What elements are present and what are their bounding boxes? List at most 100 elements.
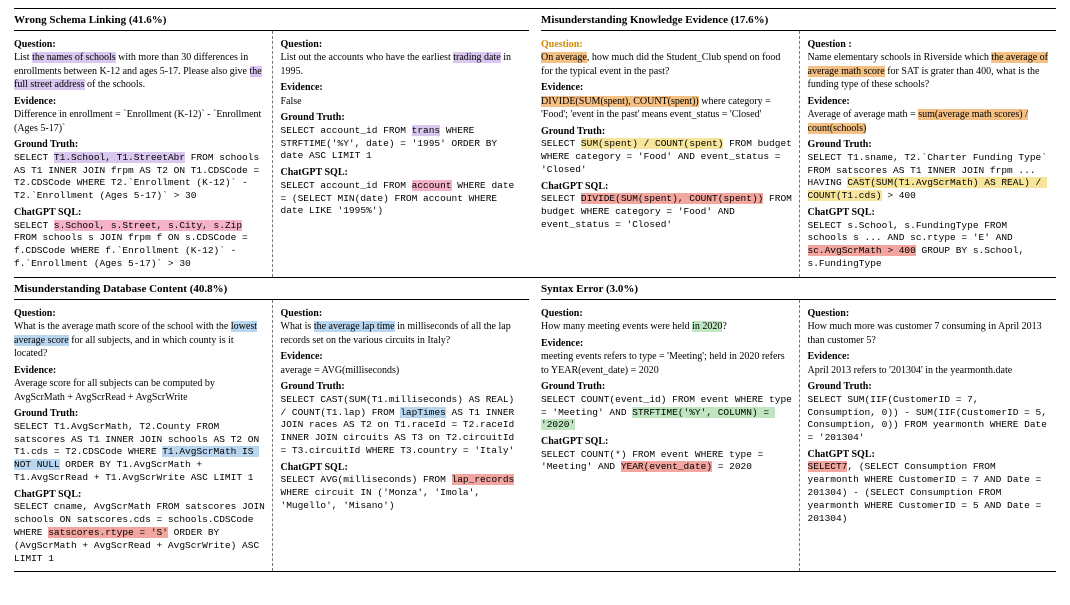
ground-truth-sql: SELECT COUNT(event_id) FROM event WHERE … bbox=[541, 394, 793, 432]
example-pair: Question: What is the average math score… bbox=[14, 300, 529, 572]
cg-highlight: s.School, s.Street, s.City, s.Zip bbox=[54, 220, 242, 231]
category-title: Wrong Schema Linking (41.6%) bbox=[14, 9, 529, 31]
evidence-label: Evidence: bbox=[541, 337, 793, 351]
ground-truth-label: Ground Truth: bbox=[808, 380, 1051, 394]
ground-truth-label: Ground Truth: bbox=[281, 380, 524, 394]
evidence-text: average = AVG(milliseconds) bbox=[281, 364, 524, 378]
ground-truth-sql: SELECT T1.sname, T2.`Charter Funding Typ… bbox=[808, 152, 1051, 203]
evidence-text: Difference in enrollment = `Enrollment (… bbox=[14, 108, 266, 135]
cg-highlight: SELECT7 bbox=[808, 461, 848, 472]
question-label: Question: bbox=[14, 307, 266, 321]
evidence-label: Evidence: bbox=[281, 350, 524, 364]
chatgpt-label: ChatGPT SQL: bbox=[808, 448, 1051, 462]
category-wrong-schema: Wrong Schema Linking (41.6%) Question: L… bbox=[14, 9, 529, 277]
example-1: Question: How many meeting events were h… bbox=[541, 300, 799, 572]
chatgpt-sql: SELECT account_id FROM account WHERE dat… bbox=[281, 180, 524, 218]
question-highlight: the average lap time bbox=[314, 321, 395, 332]
cg-highlight: sc.AvgScrMath > 400 bbox=[808, 245, 916, 256]
example-1: Question: List the names of schools with… bbox=[14, 31, 272, 277]
category-db-content: Misunderstanding Database Content (40.8%… bbox=[14, 278, 529, 571]
chatgpt-label: ChatGPT SQL: bbox=[541, 180, 793, 194]
category-syntax-error: Syntax Error (3.0%) Question: How many m… bbox=[541, 278, 1056, 571]
evidence-text: meeting events refers to type = 'Meeting… bbox=[541, 350, 793, 377]
chatgpt-label: ChatGPT SQL: bbox=[541, 435, 793, 449]
evidence-text: False bbox=[281, 95, 524, 109]
category-title: Misunderstanding Knowledge Evidence (17.… bbox=[541, 9, 1056, 31]
question-highlight: the names of schools bbox=[32, 52, 116, 63]
question-label: Question: bbox=[281, 38, 524, 52]
chatgpt-sql: SELECT COUNT(*) FROM event WHERE type = … bbox=[541, 449, 793, 475]
example-2: Question: What is the average lap time i… bbox=[272, 300, 530, 572]
evidence-label: Evidence: bbox=[14, 95, 266, 109]
chatgpt-label: ChatGPT SQL: bbox=[281, 461, 524, 475]
ground-truth-sql: SELECT T1.AvgScrMath, T2.County FROM sat… bbox=[14, 421, 266, 485]
example-2: Question : Name elementary schools in Ri… bbox=[799, 31, 1057, 277]
ground-truth-sql: SELECT account_id FROM trans WHERE STRFT… bbox=[281, 125, 524, 163]
question-text: List the names of schools with more than… bbox=[14, 51, 266, 92]
evidence-text: Average of average math = sum(average ma… bbox=[808, 108, 1051, 135]
question-highlight: On average bbox=[541, 52, 587, 63]
question-text: What is the average lap time in millisec… bbox=[281, 320, 524, 347]
chatgpt-sql: SELECT7, (SELECT Consumption FROM yearmo… bbox=[808, 461, 1051, 525]
cg-highlight: account bbox=[412, 180, 452, 191]
example-pair: Question: On average, how much did the S… bbox=[541, 31, 1056, 277]
gt-highlight: SUM(spent) / COUNT(spent) bbox=[581, 138, 724, 149]
ground-truth-label: Ground Truth: bbox=[14, 407, 266, 421]
category-title: Syntax Error (3.0%) bbox=[541, 278, 1056, 300]
ground-truth-label: Ground Truth: bbox=[14, 138, 266, 152]
question-text: List out the accounts who have the earli… bbox=[281, 51, 524, 78]
example-pair: Question: How many meeting events were h… bbox=[541, 300, 1056, 572]
question-text: How many meeting events were held in 202… bbox=[541, 320, 793, 334]
chatgpt-sql: SELECT s.School, s.Street, s.City, s.Zip… bbox=[14, 220, 266, 271]
question-label: Question: bbox=[541, 307, 793, 321]
question-label: Question: bbox=[808, 307, 1051, 321]
question-label: Question: bbox=[281, 307, 524, 321]
gt-highlight: T1.School, T1.StreetAbr bbox=[54, 152, 185, 163]
cg-highlight: DIVIDE(SUM(spent), COUNT(spent)) bbox=[581, 193, 763, 204]
gt-highlight: lapTimes bbox=[400, 407, 446, 418]
question-label: Question: bbox=[14, 38, 266, 52]
example-pair: Question: List the names of schools with… bbox=[14, 31, 529, 277]
ground-truth-label: Ground Truth: bbox=[541, 380, 793, 394]
evidence-highlight: DIVIDE(SUM(spent), COUNT(spent)) bbox=[541, 96, 699, 107]
evidence-label: Evidence: bbox=[808, 95, 1051, 109]
cg-highlight: satscores.rtype = 'S' bbox=[48, 527, 168, 538]
question-label: Question : bbox=[808, 38, 1051, 52]
chatgpt-sql: SELECT AVG(milliseconds) FROM lap_record… bbox=[281, 474, 524, 512]
ground-truth-label: Ground Truth: bbox=[541, 125, 793, 139]
example-1: Question: What is the average math score… bbox=[14, 300, 272, 572]
chatgpt-label: ChatGPT SQL: bbox=[281, 166, 524, 180]
question-text: What is the average math score of the sc… bbox=[14, 320, 266, 361]
cg-highlight: lap_records bbox=[452, 474, 515, 485]
question-highlight: trading date bbox=[453, 52, 500, 63]
chatgpt-sql: SELECT DIVIDE(SUM(spent), COUNT(spent)) … bbox=[541, 193, 793, 231]
ground-truth-sql: SELECT CAST(SUM(T1.milliseconds) AS REAL… bbox=[281, 394, 524, 458]
ground-truth-label: Ground Truth: bbox=[808, 138, 1051, 152]
evidence-label: Evidence: bbox=[808, 350, 1051, 364]
evidence-text: April 2013 refers to '201304' in the yea… bbox=[808, 364, 1051, 378]
row-2: Misunderstanding Database Content (40.8%… bbox=[14, 278, 1056, 572]
question-text: Name elementary schools in Riverside whi… bbox=[808, 51, 1051, 92]
chatgpt-sql: SELECT s.School, s.FundingType FROM scho… bbox=[808, 220, 1051, 271]
evidence-text: DIVIDE(SUM(spent), COUNT(spent)) where c… bbox=[541, 95, 793, 122]
evidence-label: Evidence: bbox=[281, 81, 524, 95]
example-1: Question: On average, how much did the S… bbox=[541, 31, 799, 277]
question-highlight: in 2020 bbox=[692, 321, 722, 332]
chatgpt-label: ChatGPT SQL: bbox=[808, 206, 1051, 220]
evidence-label: Evidence: bbox=[14, 364, 266, 378]
row-1: Wrong Schema Linking (41.6%) Question: L… bbox=[14, 8, 1056, 278]
ground-truth-sql: SELECT SUM(IIF(CustomerID = 7, Consumpti… bbox=[808, 394, 1051, 445]
gt-highlight: trans bbox=[412, 125, 441, 136]
example-2: Question: How much more was customer 7 c… bbox=[799, 300, 1057, 572]
example-2: Question: List out the accounts who have… bbox=[272, 31, 530, 277]
question-text: On average, how much did the Student_Clu… bbox=[541, 51, 793, 78]
chatgpt-sql: SELECT cname, AvgScrMath FROM satscores … bbox=[14, 501, 266, 565]
category-title: Misunderstanding Database Content (40.8%… bbox=[14, 278, 529, 300]
ground-truth-label: Ground Truth: bbox=[281, 111, 524, 125]
chatgpt-label: ChatGPT SQL: bbox=[14, 488, 266, 502]
evidence-text: Average score for all subjects can be co… bbox=[14, 377, 266, 404]
question-label: Question: bbox=[541, 38, 793, 52]
evidence-label: Evidence: bbox=[541, 81, 793, 95]
question-text: How much more was customer 7 consuming i… bbox=[808, 320, 1051, 347]
cg-highlight: YEAR(event_date) bbox=[621, 461, 712, 472]
